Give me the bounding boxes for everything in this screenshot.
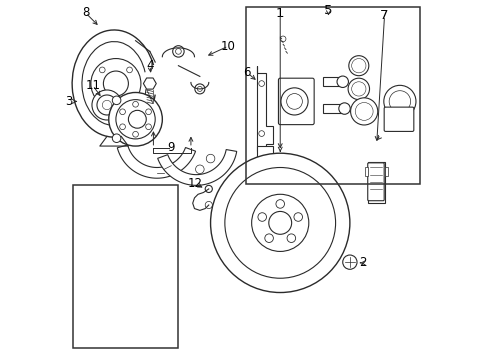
Polygon shape	[117, 145, 195, 178]
Text: 11: 11	[85, 79, 100, 92]
FancyBboxPatch shape	[278, 78, 313, 125]
Circle shape	[205, 185, 212, 193]
Circle shape	[210, 153, 349, 293]
Circle shape	[112, 96, 121, 105]
Circle shape	[92, 90, 122, 120]
Bar	[323, 77, 342, 86]
Circle shape	[350, 98, 377, 125]
Circle shape	[112, 134, 121, 143]
Polygon shape	[143, 78, 156, 89]
Circle shape	[172, 46, 184, 57]
Polygon shape	[257, 66, 272, 152]
Polygon shape	[157, 149, 236, 185]
Text: 6: 6	[243, 66, 251, 79]
Circle shape	[383, 85, 415, 117]
Text: 7: 7	[380, 9, 388, 22]
FancyBboxPatch shape	[384, 107, 413, 131]
Circle shape	[348, 56, 368, 76]
Text: 3: 3	[64, 95, 72, 108]
Circle shape	[338, 103, 349, 114]
Bar	[364, 167, 367, 176]
Text: 9: 9	[167, 141, 175, 154]
Text: 10: 10	[221, 40, 235, 53]
Circle shape	[336, 76, 348, 87]
Bar	[246, 7, 419, 184]
Text: 4: 4	[146, 59, 154, 72]
Bar	[367, 162, 384, 203]
Bar	[73, 185, 178, 348]
Text: 5: 5	[324, 4, 332, 17]
Text: 1: 1	[275, 8, 284, 21]
Bar	[257, 146, 272, 158]
Circle shape	[347, 78, 369, 100]
Bar	[323, 104, 344, 113]
Circle shape	[194, 84, 204, 94]
Circle shape	[108, 93, 162, 146]
FancyBboxPatch shape	[367, 163, 384, 201]
Text: 2: 2	[359, 256, 366, 269]
Circle shape	[342, 255, 356, 269]
Bar	[384, 167, 387, 176]
Circle shape	[281, 88, 307, 115]
Text: 12: 12	[187, 177, 203, 190]
Text: 8: 8	[81, 6, 89, 19]
